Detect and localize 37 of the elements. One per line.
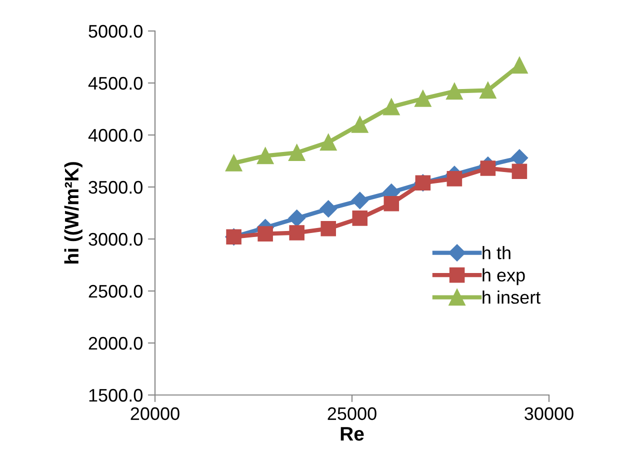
point: [320, 220, 336, 236]
y-tick-label: 4000.0: [88, 128, 142, 142]
legend-label: h insert: [482, 290, 540, 304]
point: [289, 225, 304, 240]
point: [258, 226, 273, 242]
y-tick-label: 1500.0: [89, 388, 142, 402]
point: [511, 56, 528, 74]
point: [480, 82, 496, 99]
point: [288, 210, 306, 227]
legend-label: h th: [482, 246, 510, 260]
y-tick-label: 3500.0: [88, 180, 142, 194]
point: [352, 210, 368, 226]
x-tick-label: 20000: [130, 407, 180, 420]
point: [320, 200, 337, 218]
x-tick-label: 25000: [328, 407, 376, 420]
point: [446, 82, 463, 100]
point: [288, 144, 306, 162]
y-tick-label: 2500.0: [88, 284, 142, 298]
y-axis-title: hi ((W/m²K): [64, 162, 82, 264]
point: [480, 160, 496, 176]
point: [446, 171, 462, 186]
point: [384, 196, 400, 212]
point: [414, 90, 432, 107]
point: [512, 164, 528, 180]
point: [352, 116, 368, 133]
point: [383, 98, 400, 116]
y-tick-label: 2000.0: [88, 336, 142, 350]
point: [320, 134, 337, 151]
y-tick-label: 4500.0: [88, 76, 142, 90]
point: [256, 147, 274, 164]
legend-label: h exp: [482, 268, 525, 286]
y-tick-label: 3000.0: [88, 232, 142, 246]
x-axis-title: Re: [340, 427, 364, 441]
point: [225, 154, 242, 172]
y-tick-label: 5000.0: [88, 24, 142, 38]
point: [351, 192, 368, 210]
x-tick-label: 30000: [524, 407, 574, 420]
